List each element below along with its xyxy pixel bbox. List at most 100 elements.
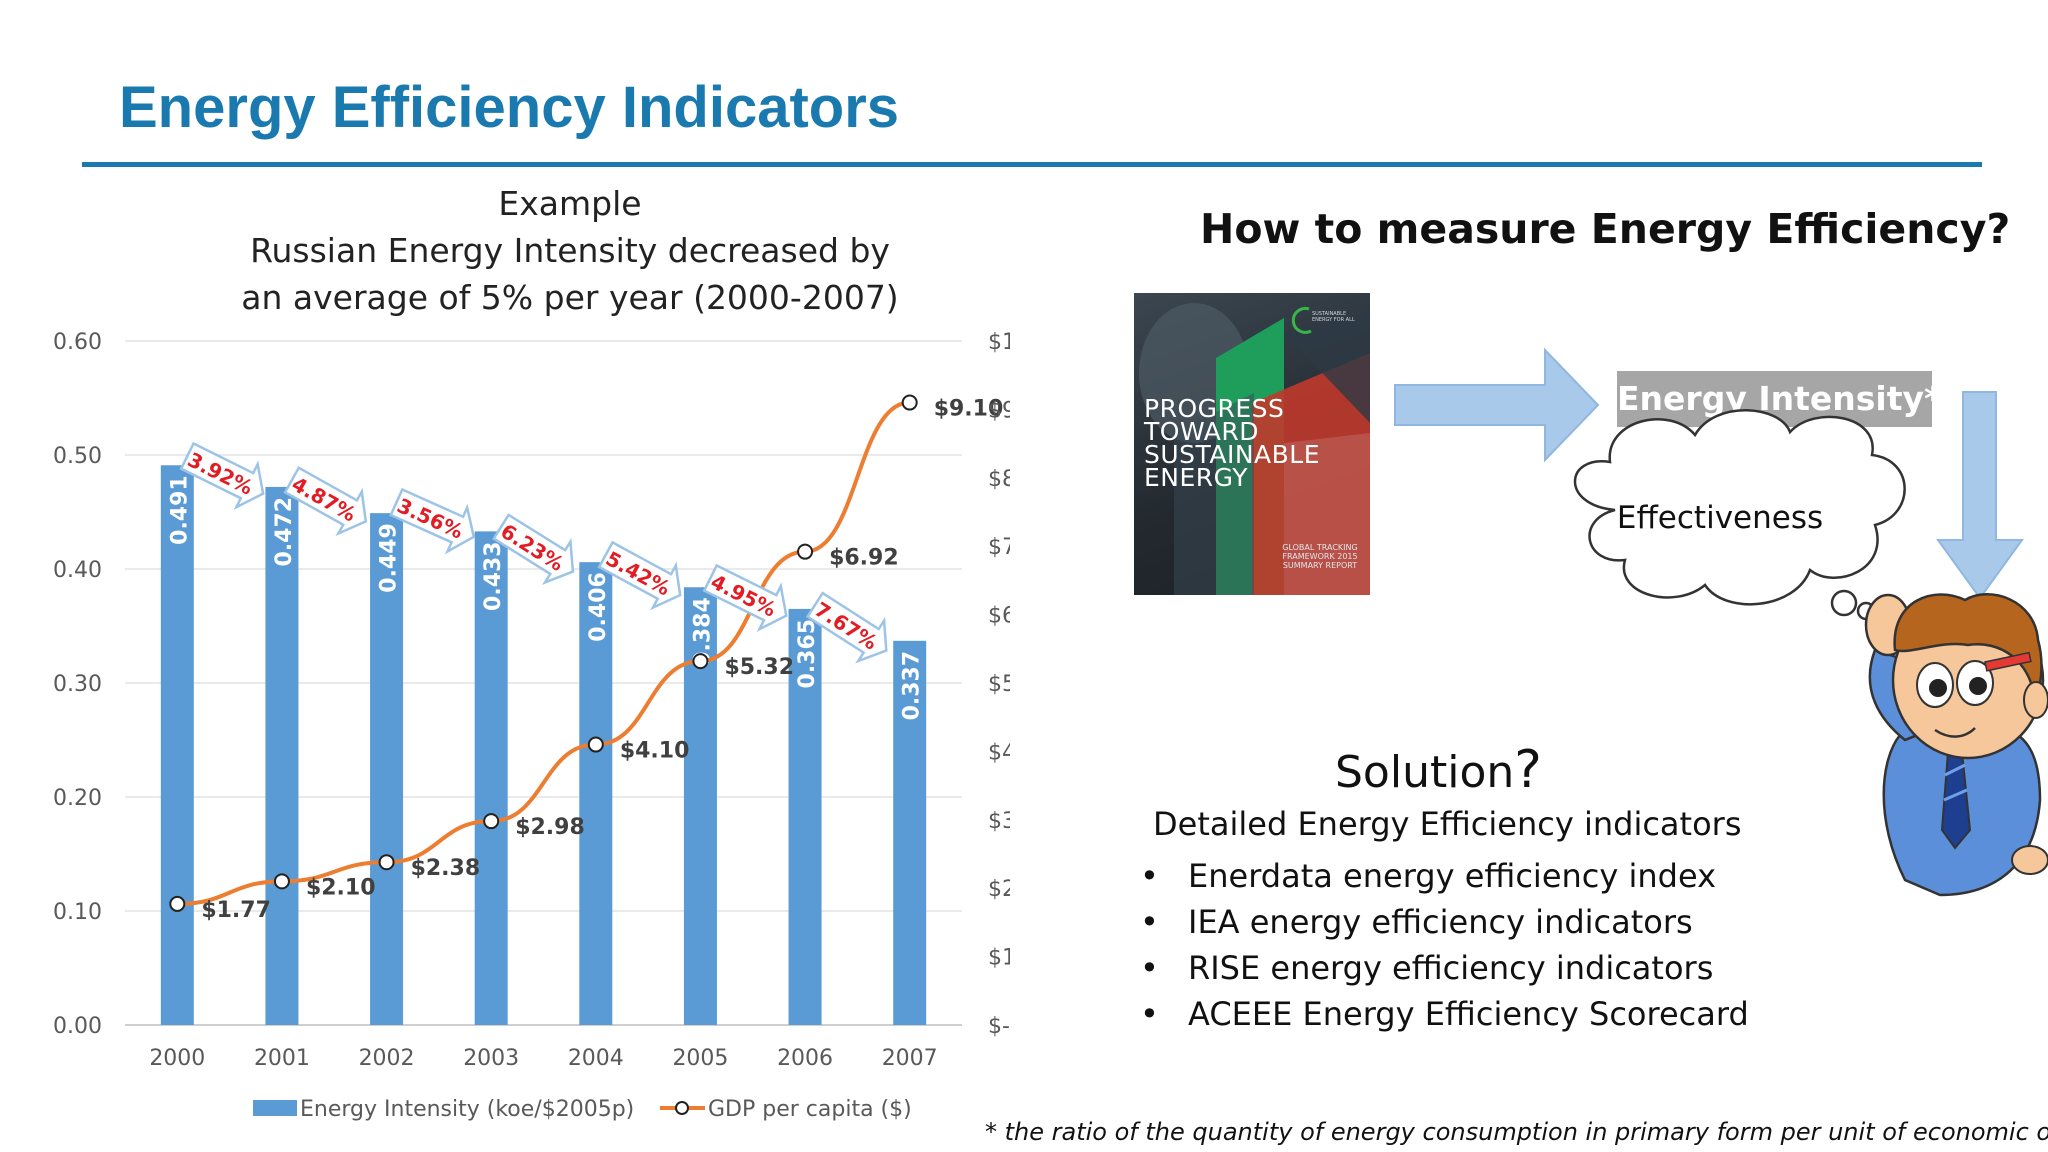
- bar-data-label: 0.433: [481, 541, 506, 611]
- line-point: [273, 873, 290, 890]
- bar: [370, 513, 404, 1025]
- energy-intensity-box: Energy Intensity*: [1617, 371, 1941, 427]
- bar: [893, 640, 927, 1025]
- cover-title: PROGRESS TOWARD SUSTAINABLE ENERGY: [1144, 394, 1364, 492]
- cover-footer-line: FRAMEWORK 2015: [1282, 552, 1358, 561]
- list-item-text: IEA energy efficiency indicators: [1188, 903, 1693, 941]
- cover-title-line: SUSTAINABLE: [1144, 440, 1321, 469]
- solution-list: • Enerdata energy efficiency index • IEA e…: [1140, 853, 1749, 1037]
- percent-arrow-icon: [492, 513, 575, 585]
- legend-bar-swatch: [253, 1100, 297, 1116]
- se4all-logo: [1291, 306, 1312, 334]
- bar-data-label: 0.449: [377, 523, 402, 593]
- bullet-icon: •: [1140, 995, 1159, 1033]
- bar: [788, 608, 822, 1025]
- solution-title: Solution?: [1335, 740, 1542, 800]
- cover-footer: GLOBAL TRACKING FRAMEWORK 2015 SUMMARY R…: [1274, 543, 1366, 570]
- percent-arrow-icon: [597, 540, 682, 611]
- x-axis-tick-label: 2000: [149, 1046, 205, 1071]
- cover-logo-text: SUSTAINABLE ENERGY FOR ALL: [1312, 311, 1362, 323]
- legend-bar-label: Energy Intensity (koe/$2005p): [300, 1097, 634, 1122]
- chart-title-line: an average of 5% per year (2000-2007): [241, 278, 899, 317]
- cover-footer-line: SUMMARY REPORT: [1282, 561, 1358, 570]
- cover-title-line: PROGRESS: [1144, 394, 1285, 423]
- line-data-label: $6.92: [829, 546, 899, 571]
- line-data-label: $2.10: [306, 875, 376, 900]
- left-axis-tick-label: 0.00: [53, 1014, 102, 1039]
- left-axis-tick-label: 0.50: [53, 444, 102, 469]
- chart-title: Example Russian Energy Intensity decreas…: [220, 180, 920, 321]
- bullet-icon: •: [1140, 949, 1159, 987]
- left-axis-tick-label: 0.40: [53, 558, 102, 583]
- bar-data-label: 0.337: [900, 651, 925, 721]
- bar: [579, 562, 613, 1025]
- line-point: [483, 813, 500, 830]
- line-point: [378, 854, 395, 871]
- thought-bubble-small: [1875, 610, 1889, 624]
- chart-legend: Energy Intensity (koe/$2005p) GDP per cap…: [253, 1097, 912, 1122]
- right-axis-tick-label: $4: [988, 740, 1010, 765]
- right-axis-tick-label: $-: [988, 1014, 1010, 1039]
- left-axis-tick-label: 0.10: [53, 900, 102, 925]
- gridlines: [125, 340, 962, 1026]
- line-point: [587, 736, 604, 753]
- list-item-text: Enerdata energy efficiency index: [1188, 857, 1717, 895]
- right-axis-tick-label: $10: [988, 330, 1010, 355]
- line-series: $1.77 $2.10 $2.38 $2.98 $4.10 $5.32 $6.92 $9.10: [169, 394, 1004, 923]
- right-axis-tick-label: $2: [988, 877, 1010, 902]
- combo-chart: 0.491 0.472 0.449 0.433 0.406 0.384 0.365 0.337…: [53, 330, 1010, 1122]
- right-axis-tick-label: $3: [988, 809, 1010, 834]
- list-item: • IEA energy efficiency indicators: [1140, 899, 1749, 945]
- line-point: [169, 895, 186, 912]
- thought-bubble-medium: [1856, 601, 1876, 621]
- line-point: [797, 543, 814, 560]
- cover-footer-line: GLOBAL TRACKING: [1282, 543, 1358, 552]
- report-cover-image: SUSTAINABLE ENERGY FOR ALL PROGRESS TOWA…: [1134, 293, 1370, 595]
- line-data-label: $2.38: [411, 856, 481, 881]
- percent-arrow-icon: [179, 441, 265, 510]
- right-axis-tick-label: $1: [988, 946, 1010, 971]
- x-axis-tick-label: 2006: [777, 1046, 833, 1071]
- footnote: * the ratio of the quantity of energy co…: [985, 1118, 2048, 1146]
- cover-logo-line: ENERGY FOR ALL: [1312, 317, 1355, 323]
- list-item: • ACEEE Energy Efficiency Scorecard: [1140, 991, 1749, 1037]
- question-heading: How to measure Energy Efficiency?: [1200, 205, 2011, 253]
- percent-arrow-icon: [702, 563, 788, 632]
- bullet-icon: •: [1140, 857, 1159, 895]
- line-data-label: $9.10: [934, 397, 1004, 422]
- list-item: • Enerdata energy efficiency index: [1140, 853, 1749, 899]
- left-axis-tick-label: 0.20: [53, 786, 102, 811]
- solution-subtitle: Detailed Energy Efficiency indicators: [1153, 805, 1742, 843]
- bar: [160, 465, 194, 1025]
- bar-data-label: 0.365: [795, 619, 820, 689]
- line-data-label: $5.32: [724, 655, 794, 680]
- line-data-label: $2.98: [515, 815, 585, 840]
- axes: 0.00 0.10 0.20 0.30 0.40 0.50 0.60 $- $1 $2 $3 $4 $5…: [53, 330, 1010, 1071]
- line-data-label: $4.10: [620, 739, 690, 764]
- x-axis-tick-label: 2004: [568, 1046, 624, 1071]
- line-data-label: $1.77: [201, 898, 271, 923]
- percent-arrow-icon: [389, 487, 476, 555]
- bar-data-label: 0.472: [272, 497, 297, 567]
- solution-question-mark: ?: [1514, 740, 1542, 800]
- bar: [474, 531, 508, 1025]
- bar-data-label: 0.491: [167, 475, 192, 545]
- chart-title-line: Example: [498, 184, 642, 223]
- legend-line-marker: [675, 1101, 689, 1115]
- cover-title-line: ENERGY: [1144, 463, 1249, 492]
- title-divider: [82, 162, 1982, 167]
- list-item: • RISE energy efficiency indicators: [1140, 945, 1749, 991]
- x-axis-tick-label: 2005: [672, 1046, 728, 1071]
- left-axis-tick-label: 0.60: [53, 330, 102, 355]
- right-arrow-icon: [1394, 347, 1600, 463]
- cloud-label: Effectiveness: [1616, 500, 1824, 536]
- cover-logo-line: SUSTAINABLE: [1312, 311, 1347, 317]
- right-axis-tick-label: $5: [988, 672, 1010, 697]
- bullet-icon: •: [1140, 903, 1159, 941]
- cover-artwork: [1139, 303, 1370, 595]
- bar: [265, 486, 299, 1025]
- x-axis-tick-label: 2003: [463, 1046, 519, 1071]
- x-axis-tick-label: 2007: [882, 1046, 938, 1071]
- percent-arrow-icon: [283, 466, 368, 537]
- cover-title-line: TOWARD: [1144, 417, 1260, 446]
